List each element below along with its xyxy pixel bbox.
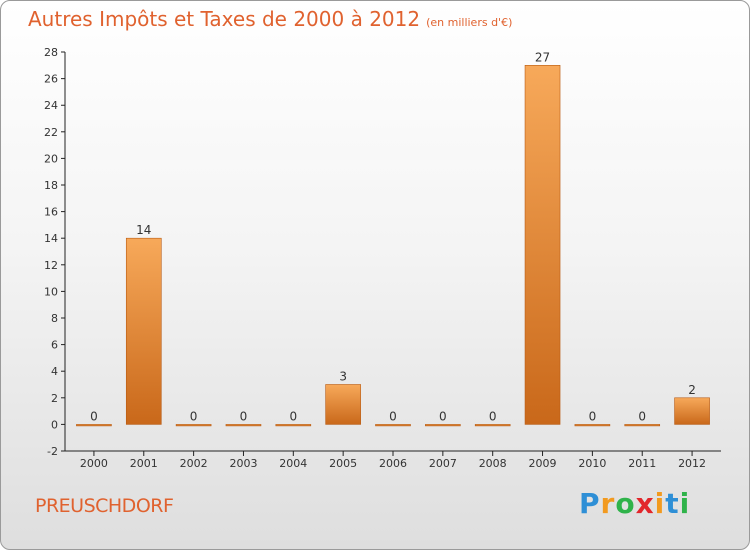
x-tick-label: 2009 xyxy=(529,457,557,470)
value-label-2010: 0 xyxy=(589,409,597,423)
y-tick-label: 12 xyxy=(44,259,58,272)
x-tick-label: 2005 xyxy=(329,457,357,470)
y-tick-label: 8 xyxy=(51,312,58,325)
x-tick-label: 2010 xyxy=(578,457,606,470)
value-label-2004: 0 xyxy=(289,409,297,423)
value-label-2012: 2 xyxy=(688,383,696,397)
logo-letter: i xyxy=(679,487,691,520)
y-tick-label: 22 xyxy=(44,126,58,139)
bar-2007 xyxy=(425,424,461,427)
x-tick-label: 2011 xyxy=(628,457,656,470)
logo-letter: x xyxy=(635,487,655,520)
logo-letter: t xyxy=(665,487,680,520)
y-tick-label: 28 xyxy=(44,46,58,59)
logo-letter: P xyxy=(579,487,601,520)
x-tick-label: 2004 xyxy=(279,457,307,470)
bar-2012 xyxy=(674,397,710,425)
logo-letter: o xyxy=(615,487,636,520)
value-label-2002: 0 xyxy=(190,409,198,423)
y-tick-label: 10 xyxy=(44,285,58,298)
bar-2010 xyxy=(574,424,611,427)
y-tick-label: 14 xyxy=(44,232,58,245)
x-tick-label: 2001 xyxy=(130,457,158,470)
y-tick-label: 26 xyxy=(44,73,58,86)
y-tick-label: 20 xyxy=(44,152,58,165)
logo-letter: i xyxy=(654,487,666,520)
x-tick-label: 2006 xyxy=(379,457,407,470)
bar-2001 xyxy=(125,237,162,425)
y-tick-label: 2 xyxy=(51,392,58,405)
y-tick-label: 16 xyxy=(44,206,58,219)
value-label-2003: 0 xyxy=(240,409,248,423)
bar-2006 xyxy=(375,424,411,427)
x-tick-label: 2012 xyxy=(678,457,706,470)
value-label-2011: 0 xyxy=(638,409,646,423)
town-name: PREUSCHDORF xyxy=(35,495,174,517)
x-tick-label: 2003 xyxy=(229,457,257,470)
bar-2011 xyxy=(624,424,661,427)
proxiti-logo: Proxiti xyxy=(579,487,690,520)
bar-2009 xyxy=(524,65,561,425)
chart-title: Autres Impôts et Taxes de 2000 à 2012 (en… xyxy=(28,7,512,31)
y-tick-label: 24 xyxy=(44,99,58,112)
y-tick-label: -2 xyxy=(47,445,58,458)
chart-title-text: Autres Impôts et Taxes de 2000 à 2012 xyxy=(28,7,421,31)
y-tick-label: 18 xyxy=(44,179,58,192)
value-label-2005: 3 xyxy=(339,370,347,384)
bar-2005 xyxy=(325,384,361,425)
x-tick-label: 2008 xyxy=(479,457,507,470)
value-label-2006: 0 xyxy=(389,409,397,423)
value-label-2001: 14 xyxy=(136,223,151,237)
chart-unit: (en milliers d'€) xyxy=(426,16,513,29)
bar-2002 xyxy=(175,424,212,427)
value-label-2000: 0 xyxy=(90,409,98,423)
y-tick-label: 6 xyxy=(51,339,58,352)
x-tick-label: 2007 xyxy=(429,457,457,470)
y-tick-label: 0 xyxy=(51,418,58,431)
y-tick-label: 4 xyxy=(51,365,58,378)
value-label-2008: 0 xyxy=(489,409,497,423)
bar-2000 xyxy=(76,424,112,427)
value-label-2007: 0 xyxy=(439,409,447,423)
x-tick-label: 2002 xyxy=(180,457,208,470)
bar-2008 xyxy=(474,424,511,427)
bar-2003 xyxy=(225,424,262,427)
logo-letter: r xyxy=(600,487,616,520)
x-tick-label: 2000 xyxy=(80,457,108,470)
value-label-2009: 27 xyxy=(535,50,550,64)
bar-2004 xyxy=(275,424,312,427)
